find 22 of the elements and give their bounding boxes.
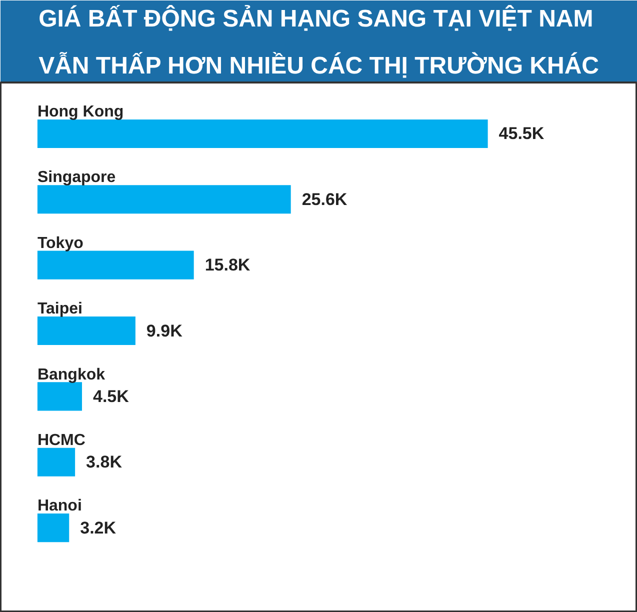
bar <box>37 316 136 346</box>
y-tick-label: HCMC <box>37 432 86 449</box>
y-tick-label: Singapore <box>37 169 116 186</box>
y-tick-label: Hong Kong <box>37 104 124 121</box>
bar <box>37 119 488 148</box>
data-label: 15.8K <box>204 256 251 275</box>
y-tick-label: Taipei <box>37 300 82 318</box>
y-tick-label: Tokyo <box>37 234 84 252</box>
bar <box>37 513 70 542</box>
data-label: 3.8K <box>86 452 123 472</box>
data-label: 3.2K <box>80 518 117 538</box>
data-label: 9.9K <box>146 321 184 340</box>
data-label: 4.5K <box>92 386 130 406</box>
y-tick-label: Hanoi <box>37 498 82 515</box>
data-label: 45.5K <box>498 124 545 144</box>
bar <box>37 185 291 214</box>
bar <box>37 382 82 411</box>
bar <box>37 448 76 476</box>
y-tick-label: Bangkok <box>37 366 106 384</box>
data-label: 25.6K <box>302 190 348 209</box>
chart-title: GIÁ BẤT ĐỘNG SẢN HẠNG SANG TẠI VIỆT NAM VẪN THẤP HƠN NHIỀU CÁC THỊ TRƯỜNG KHÁC <box>38 4 599 80</box>
bar <box>37 250 194 280</box>
